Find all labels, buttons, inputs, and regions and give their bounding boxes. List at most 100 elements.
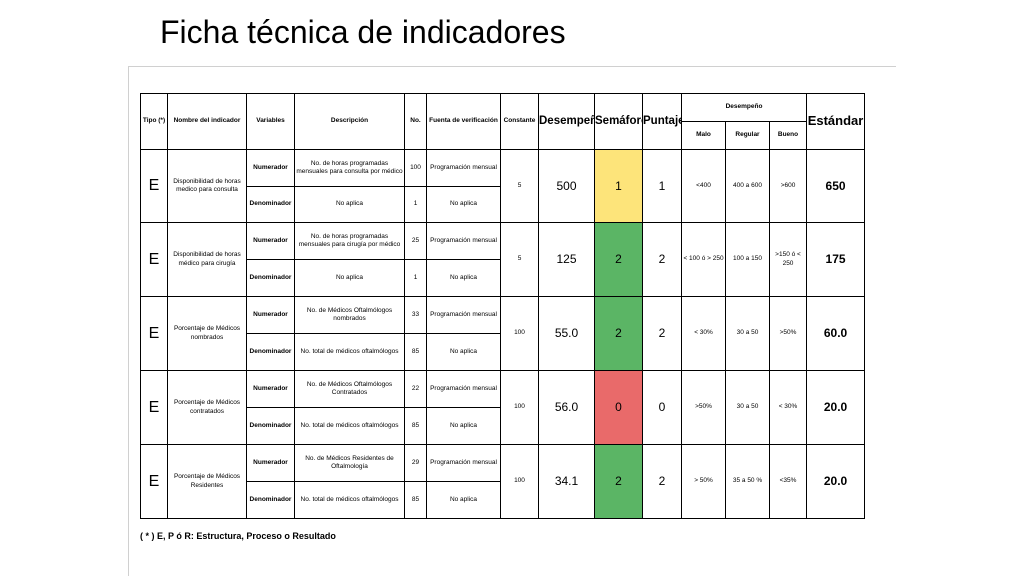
cell-den-desc: No aplica	[294, 259, 405, 297]
cell-constante: 100	[500, 370, 539, 445]
cell-tipo: E	[140, 149, 168, 223]
cell-tipo: E	[140, 296, 168, 371]
cell-den-fuente: No aplica	[426, 186, 501, 223]
cell-bueno: < 30%	[768, 370, 808, 445]
header-bueno: Bueno	[768, 121, 808, 150]
table-row: E Disponibilidad de horas médico para ci…	[140, 222, 866, 297]
cell-den-fuente: No aplica	[426, 333, 501, 371]
cell-den-label: Denominador	[246, 481, 295, 519]
cell-den-no: 1	[404, 259, 427, 297]
cell-puntaje: 2	[642, 222, 682, 297]
cell-nombre: Porcentaje de Médicos contratados	[167, 370, 247, 445]
header-desempeno-group: Desempeño	[680, 93, 808, 122]
cell-regular: 100 a 150	[725, 222, 770, 297]
cell-regular: 35 a 50 %	[725, 444, 770, 519]
cell-desempeno: 500	[538, 149, 595, 223]
cell-nombre: Porcentaje de Médicos nombrados	[167, 296, 247, 371]
cell-den-no: 1	[404, 186, 427, 223]
cell-desempeno: 56.0	[538, 370, 595, 445]
cell-bueno: <35%	[768, 444, 808, 519]
cell-num-desc: No. de horas programadas mensuales para …	[294, 222, 405, 260]
cell-den-label: Denominador	[246, 333, 295, 371]
cell-tipo: E	[140, 444, 168, 519]
header-puntaje: Puntaje	[642, 93, 682, 150]
cell-estandar: 20.0	[806, 444, 866, 519]
header-nombre: Nombre del indicador	[167, 93, 247, 150]
cell-num-no: 22	[404, 370, 427, 408]
cell-num-label: Numerador	[246, 222, 295, 260]
cell-num-no: 33	[404, 296, 427, 334]
indicators-table: Tipo (*) Nombre del indicador Variables …	[140, 93, 866, 519]
cell-puntaje: 2	[642, 444, 682, 519]
cell-num-no: 100	[404, 149, 427, 187]
cell-den-desc: No aplica	[294, 186, 405, 223]
cell-nombre: Disponibilidad de horas medico para cons…	[167, 149, 247, 223]
cell-num-fuente: Programación mensual	[426, 149, 501, 187]
cell-desempeno: 125	[538, 222, 595, 297]
cell-num-desc: No. de horas programadas mensuales para …	[294, 149, 405, 187]
cell-den-fuente: No aplica	[426, 407, 501, 445]
cell-nombre: Disponibilidad de horas médico para ciru…	[167, 222, 247, 297]
cell-bueno: >50%	[768, 296, 808, 371]
table-row: E Porcentaje de Médicos contratados Nume…	[140, 370, 866, 445]
header-desempeno: Desempeño	[538, 93, 595, 150]
header-no: No.	[404, 93, 427, 150]
cell-semaforo: 1	[594, 149, 643, 223]
header-semaforo: Semáforo	[594, 93, 643, 150]
header-descripcion: Descripción	[294, 93, 405, 150]
cell-regular: 30 a 50	[725, 370, 770, 445]
header-regular: Regular	[725, 121, 770, 150]
cell-tipo: E	[140, 370, 168, 445]
cell-desempeno: 55.0	[538, 296, 595, 371]
cell-den-desc: No. total de médicos oftalmólogos	[294, 333, 405, 371]
table-row: Denominador No. total de médicos oftalmó…	[141, 407, 865, 445]
header-tipo: Tipo (*)	[140, 93, 168, 150]
cell-bueno: >150 ó < 250	[768, 222, 808, 297]
cell-estandar: 20.0	[806, 370, 866, 445]
cell-malo: >50%	[681, 370, 726, 445]
cell-den-label: Denominador	[246, 186, 295, 223]
cell-num-desc: No. de Médicos Oftalmólogos Contratados	[294, 370, 405, 408]
table-row: Denominador No aplica 1 No aplica	[141, 186, 865, 223]
cell-num-desc: No. de Médicos Oftalmólogos nombrados	[294, 296, 405, 334]
cell-nombre: Porcentaje de Médicos Residentes	[167, 444, 247, 519]
cell-semaforo: 2	[594, 444, 643, 519]
header-malo: Malo	[681, 121, 726, 150]
cell-num-label: Numerador	[246, 296, 295, 334]
cell-num-fuente: Programación mensual	[426, 296, 501, 334]
table-row: Denominador No. total de médicos oftalmó…	[141, 481, 865, 519]
header-fuente: Fuenta de verificación	[426, 93, 501, 150]
cell-den-no: 85	[404, 407, 427, 445]
cell-desempeno: 34.1	[538, 444, 595, 519]
cell-den-label: Denominador	[246, 407, 295, 445]
cell-den-desc: No. total de médicos oftalmólogos	[294, 481, 405, 519]
cell-constante: 100	[500, 444, 539, 519]
slide-frame	[128, 66, 896, 576]
cell-den-desc: No. total de médicos oftalmólogos	[294, 407, 405, 445]
cell-num-desc: No. de Médicos Residentes de Oftalmologí…	[294, 444, 405, 482]
cell-puntaje: 0	[642, 370, 682, 445]
cell-malo: <400	[681, 149, 726, 223]
cell-constante: 5	[500, 222, 539, 297]
cell-bueno: >600	[768, 149, 808, 223]
cell-num-fuente: Programación mensual	[426, 370, 501, 408]
table-row: E Porcentaje de Médicos Residentes Numer…	[140, 444, 866, 519]
cell-tipo: E	[140, 222, 168, 297]
cell-constante: 5	[500, 149, 539, 223]
cell-den-no: 85	[404, 481, 427, 519]
cell-num-fuente: Programación mensual	[426, 444, 501, 482]
cell-puntaje: 1	[642, 149, 682, 223]
table-row: E Disponibilidad de horas medico para co…	[140, 149, 866, 223]
cell-estandar: 175	[806, 222, 866, 297]
cell-den-fuente: No aplica	[426, 481, 501, 519]
cell-puntaje: 2	[642, 296, 682, 371]
cell-num-no: 29	[404, 444, 427, 482]
cell-den-label: Denominador	[246, 259, 295, 297]
cell-estandar: 60.0	[806, 296, 866, 371]
cell-semaforo: 2	[594, 296, 643, 371]
cell-den-no: 85	[404, 333, 427, 371]
header-estandar: Estándar	[806, 93, 866, 150]
cell-num-label: Numerador	[246, 370, 295, 408]
cell-malo: < 30%	[681, 296, 726, 371]
cell-estandar: 650	[806, 149, 866, 223]
